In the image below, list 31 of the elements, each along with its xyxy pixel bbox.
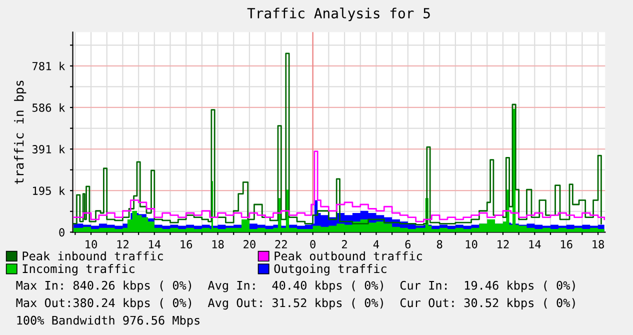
x-tick-label: 14 <box>149 240 161 248</box>
x-tick-label: 6 <box>405 240 411 248</box>
x-tick-label: 16 <box>560 240 572 248</box>
x-tick-label: 0 <box>310 240 316 248</box>
x-tick-label: 14 <box>529 240 541 248</box>
x-tick-label: 2 <box>342 240 347 248</box>
text: 100% Bandwidth 976.56 Mbps <box>17 316 200 328</box>
y-tick-label: 781 k <box>32 62 65 70</box>
legend-label: Incoming traffic <box>22 264 134 276</box>
x-tick-label: 8 <box>436 240 442 248</box>
x-tick-label: 18 <box>212 240 224 248</box>
x-tick-label: 12 <box>498 240 509 248</box>
legend-label: Peak outbound traffic <box>274 251 422 260</box>
x-tick-label: 20 <box>244 240 256 248</box>
x-tick-label: 10 <box>86 240 97 248</box>
x-tick-label: 10 <box>466 240 478 248</box>
y-tick-label: 391 k <box>32 144 65 154</box>
x-tick-label: 4 <box>373 240 380 248</box>
text: Max In: 840.26 kbps ( 0%) Avg In: 40.40 kbps ( 0%) Cur In: 19.46 kbps ( 0%) <box>16 280 575 292</box>
x-tick-label: 18 <box>592 240 604 248</box>
x-tick-label: 16 <box>180 240 192 248</box>
x-tick-label: 22 <box>275 240 287 248</box>
text: Max Out:380.24 kbps ( 0%) Avg Out: 31.52 kbps ( 0%) Cur Out: 30.52 kbps ( 0%) <box>16 298 575 310</box>
y-axis-title: traffic in bps <box>14 80 26 184</box>
y-tick-label: 0 <box>59 228 64 237</box>
x-tick-label: 12 <box>117 240 128 248</box>
chart-title: Traffic Analysis for 5 <box>247 8 430 22</box>
y-tick-label: 586 k <box>32 103 65 112</box>
legend-label: Peak inbound traffic <box>22 251 163 260</box>
y-tick-label: 195 k <box>33 186 65 196</box>
legend-label: Outgoing traffic <box>274 264 386 276</box>
